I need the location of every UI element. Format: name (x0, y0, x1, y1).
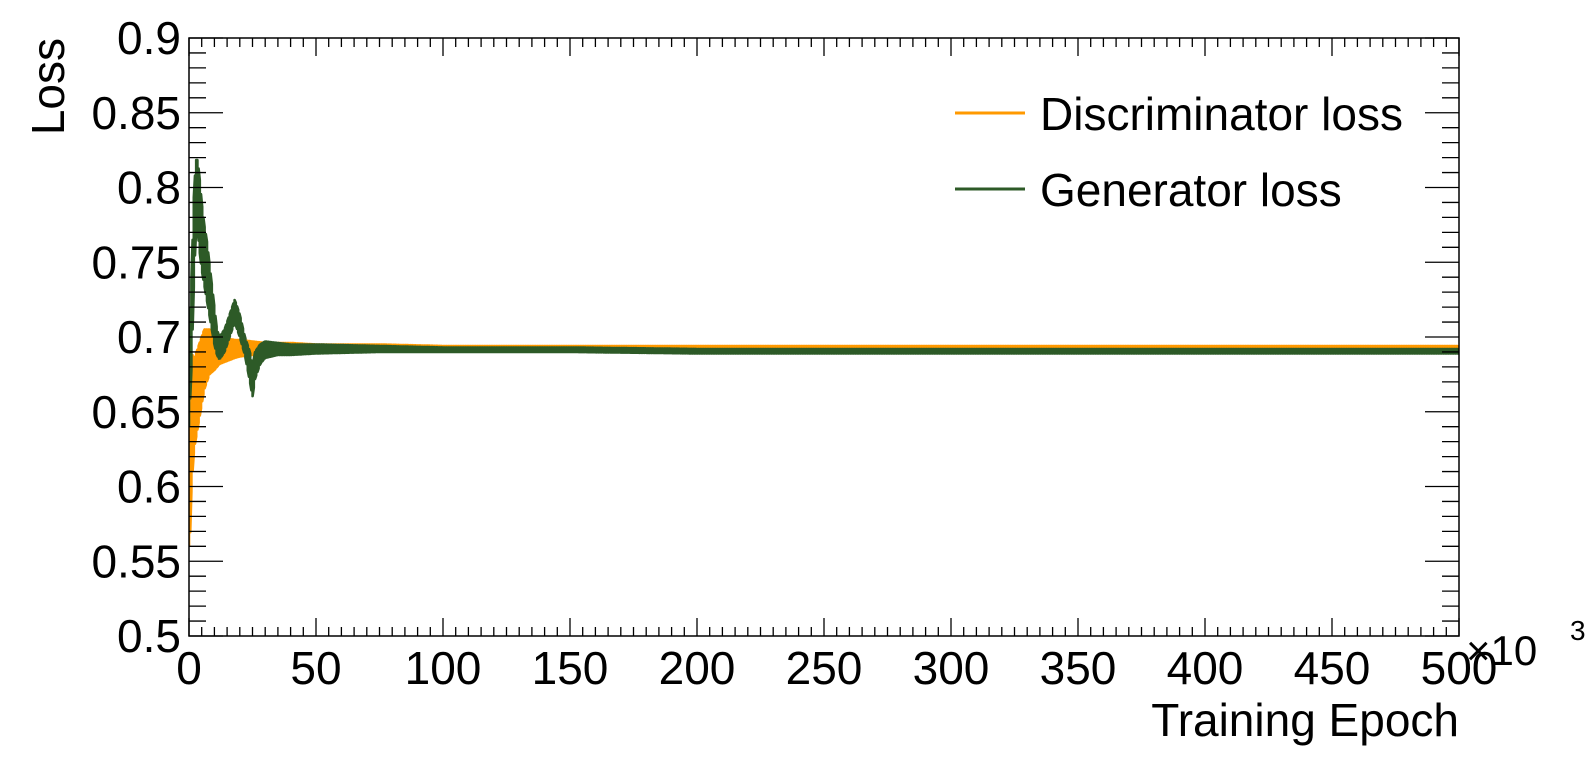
series-layer (189, 158, 1459, 547)
y-tick-label: 0.85 (91, 87, 181, 139)
series-discriminator (189, 328, 1459, 547)
x-tick-label: 400 (1167, 642, 1244, 694)
y-tick-label: 0.5 (117, 610, 181, 662)
y-tick-label: 0.75 (91, 236, 181, 288)
x-axis-title: Training Epoch (1151, 694, 1459, 746)
y-tick-label: 0.7 (117, 311, 181, 363)
x-tick-label: 500 (1421, 642, 1498, 694)
x-tick-label: 50 (290, 642, 341, 694)
y-tick-label: 0.9 (117, 12, 181, 64)
legend-label-discriminator: Discriminator loss (1040, 88, 1403, 140)
axis-ticks (188, 37, 1460, 637)
x-tick-label: 450 (1294, 642, 1371, 694)
x-tick-label: 100 (405, 642, 482, 694)
x-tick-label: 0 (176, 642, 202, 694)
y-tick-label: 0.65 (91, 386, 181, 438)
x-tick-label: 150 (532, 642, 609, 694)
y-tick-label: 0.8 (117, 162, 181, 214)
series-generator (189, 158, 1459, 427)
x-tick-label: 300 (913, 642, 990, 694)
legend: Discriminator loss Generator loss (955, 88, 1403, 216)
y-tick-label: 0.6 (117, 461, 181, 513)
legend-label-generator: Generator loss (1040, 164, 1342, 216)
x-multiplier-label: ×10 (1466, 627, 1537, 674)
y-tick-label: 0.55 (91, 535, 181, 587)
x-tick-label: 200 (659, 642, 736, 694)
x-multiplier-exponent: 3 (1570, 615, 1586, 646)
tick-labels: 0 50 100 150 200 250 300 350 400 450 500 0.5 0.55 0.6… (91, 12, 1497, 694)
x-multiplier: ×10 3 (1466, 615, 1586, 674)
y-axis-title: Loss (22, 38, 74, 135)
x-tick-label: 350 (1040, 642, 1117, 694)
series-line (189, 158, 1459, 427)
x-tick-label: 250 (786, 642, 863, 694)
series-line (189, 328, 1459, 547)
